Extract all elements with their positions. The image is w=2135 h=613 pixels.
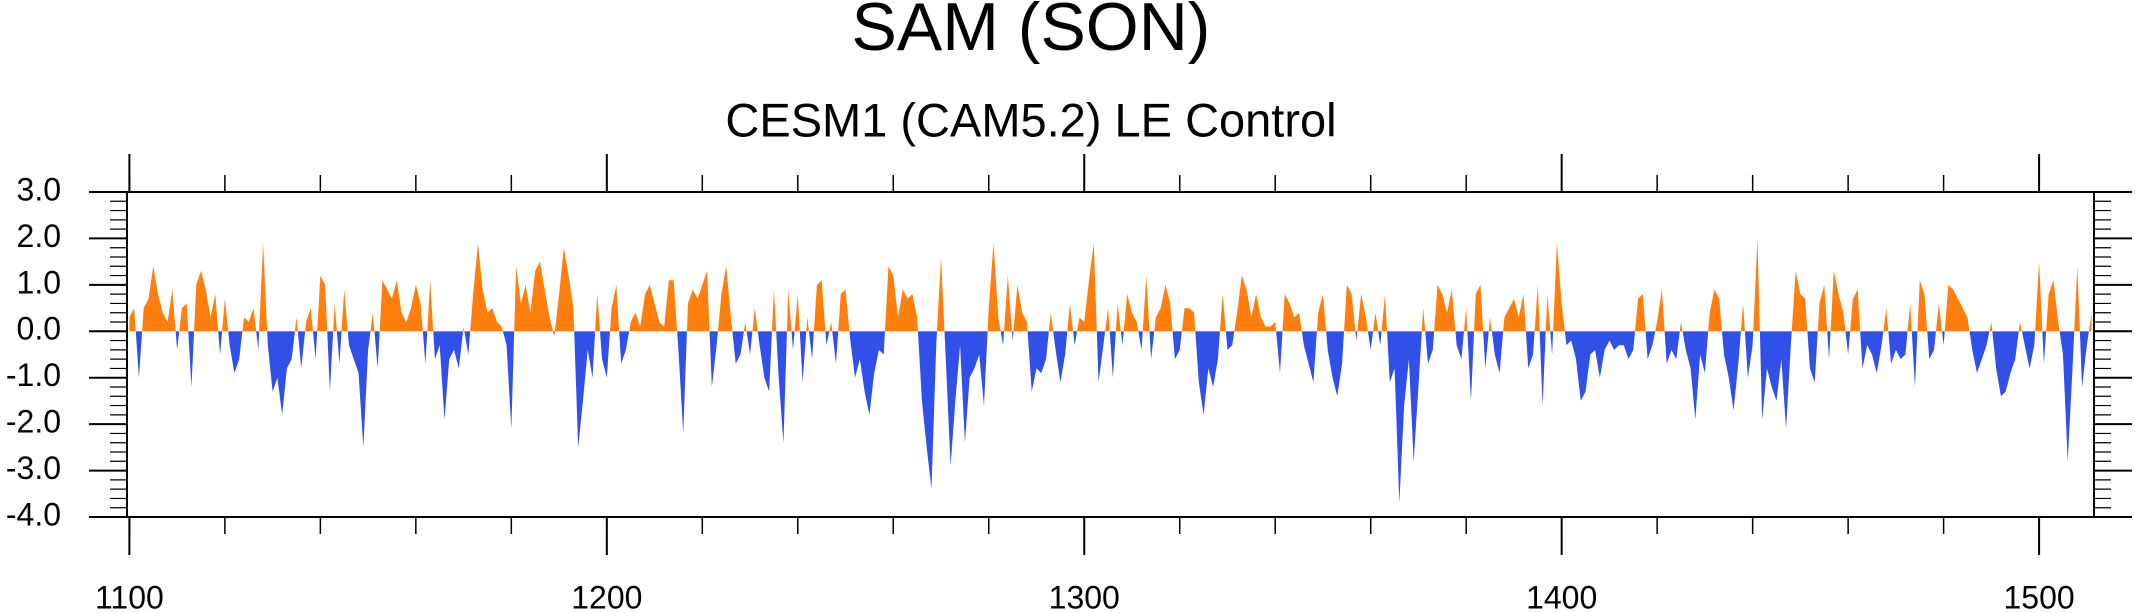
y-tick-label: -3.0 xyxy=(6,450,61,486)
chart-subtitle: CESM1 (CAM5.2) LE Control xyxy=(725,93,1336,146)
x-tick-label: 1100 xyxy=(95,579,164,613)
y-tick-label: 2.0 xyxy=(17,218,61,254)
plot-frame xyxy=(126,191,2095,518)
x-tick-label: 1500 xyxy=(2004,579,2075,613)
x-tick-label: 1200 xyxy=(571,579,642,613)
negative-area xyxy=(129,331,2092,504)
positive-area xyxy=(129,238,2092,332)
y-tick-label: -1.0 xyxy=(6,357,61,393)
y-tick-label: -2.0 xyxy=(6,404,61,440)
x-tick-label: 1300 xyxy=(1049,579,1120,613)
x-tick-label: 1400 xyxy=(1526,579,1597,613)
chart-title: SAM (SON) xyxy=(852,0,1211,65)
y-tick-label: 1.0 xyxy=(17,264,61,300)
y-tick-label: -4.0 xyxy=(6,496,61,532)
y-tick-label: 0.0 xyxy=(17,311,61,347)
y-tick-label: 3.0 xyxy=(17,171,61,207)
